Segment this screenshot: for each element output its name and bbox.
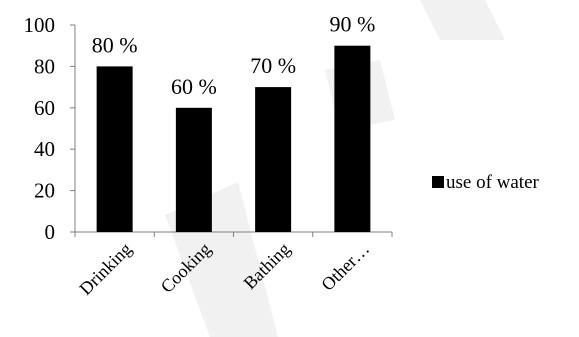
data-label: 80 % (92, 32, 138, 57)
y-tick-label: 20 (34, 179, 55, 203)
x-tick-label: Drinking (75, 239, 135, 299)
bar (255, 87, 292, 232)
data-labels: 80 % 60 % 70 % 90 % (92, 12, 376, 99)
x-tick-label: Other… (317, 239, 373, 295)
bar (334, 45, 371, 233)
legend-label: use of water (446, 172, 540, 193)
y-axis: 0 20 40 60 80 100 (24, 13, 76, 244)
bar (175, 107, 212, 232)
data-label: 70 % (250, 53, 296, 78)
x-axis (74, 231, 393, 237)
legend-swatch (432, 176, 444, 188)
data-label: 60 % (171, 74, 217, 99)
y-tick-label: 0 (45, 220, 56, 244)
y-tick-label: 40 (34, 137, 55, 161)
y-tick-label: 80 (34, 54, 55, 78)
y-tick-label: 100 (24, 13, 56, 37)
legend: use of water (432, 172, 540, 193)
bars (96, 45, 371, 233)
bar (96, 66, 133, 233)
data-label: 90 % (329, 12, 375, 37)
y-tick-label: 60 (34, 96, 55, 120)
